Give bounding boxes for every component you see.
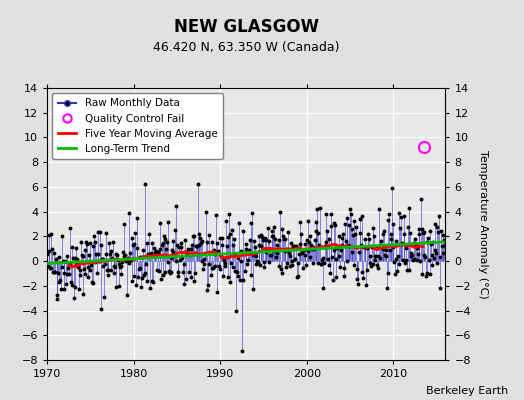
Text: NEW GLASGOW: NEW GLASGOW: [174, 18, 319, 36]
Text: Berkeley Earth: Berkeley Earth: [426, 386, 508, 396]
Legend: Raw Monthly Data, Quality Control Fail, Five Year Moving Average, Long-Term Tren: Raw Monthly Data, Quality Control Fail, …: [52, 93, 223, 159]
Text: 46.420 N, 63.350 W (Canada): 46.420 N, 63.350 W (Canada): [153, 41, 340, 54]
Y-axis label: Temperature Anomaly (°C): Temperature Anomaly (°C): [477, 150, 488, 298]
